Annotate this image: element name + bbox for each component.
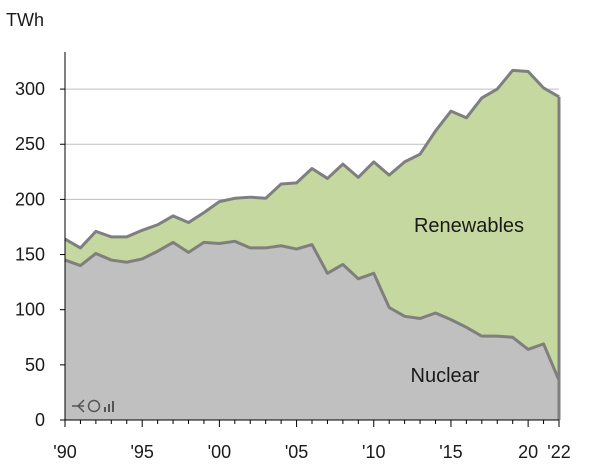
y-tick-label: 250 xyxy=(15,134,45,154)
x-tick-label: '00 xyxy=(208,442,231,462)
x-tick-labels: '90 '95 '00 '05 '10 '15 20 '22 xyxy=(53,442,570,462)
area-nuclear xyxy=(65,241,559,420)
y-tick-label: 300 xyxy=(15,79,45,99)
y-tick-label: 0 xyxy=(35,410,45,430)
x-tick-label: '90 xyxy=(53,442,76,462)
y-tick-labels: 0 50 100 150 200 250 300 xyxy=(15,79,45,430)
y-tick-label: 200 xyxy=(15,189,45,209)
x-tick-label: '22 xyxy=(547,442,570,462)
y-axis-unit: TWh xyxy=(6,10,44,30)
x-tick-label: 20 xyxy=(518,442,538,462)
y-tick-label: 50 xyxy=(25,355,45,375)
series-lines xyxy=(64,68,561,420)
area-renewables xyxy=(65,70,559,381)
area-series xyxy=(65,70,559,420)
x-tick-label: '15 xyxy=(439,442,462,462)
series-label-renewables: Renewables xyxy=(414,215,524,237)
line-total xyxy=(64,68,560,250)
axes xyxy=(60,52,560,427)
series-label-nuclear: Nuclear xyxy=(411,365,480,387)
y-tick-label: 100 xyxy=(15,300,45,320)
x-tick-label: '95 xyxy=(130,442,153,462)
x-tick-label: '10 xyxy=(362,442,385,462)
x-tick-label: '05 xyxy=(285,442,308,462)
line-nuclear xyxy=(64,239,561,381)
watermark-logo xyxy=(72,399,114,413)
y-tick-label: 150 xyxy=(15,245,45,265)
